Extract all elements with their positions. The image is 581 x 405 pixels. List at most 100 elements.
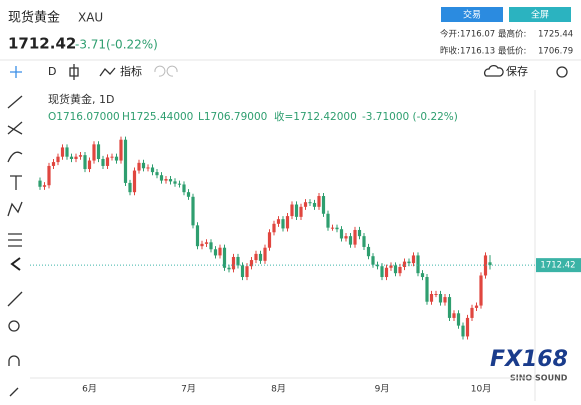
candle-body (267, 232, 272, 248)
legend-title: 现货黄金, 1D (48, 92, 114, 106)
candle-body (141, 162, 146, 169)
change: -3.71(-0.22%) (75, 38, 158, 52)
candle-body (177, 183, 182, 185)
candle-body (128, 182, 132, 193)
indicators[interactable]: 指标 (120, 64, 142, 78)
candle-body (213, 249, 218, 256)
fullscreen-button-label[interactable]: 全屏 (531, 9, 549, 21)
x-tick-label: 10月 (471, 384, 491, 395)
candle-body (209, 242, 213, 250)
candle-body (371, 256, 375, 265)
candle-body (470, 307, 474, 318)
candle-body (384, 267, 389, 278)
candle-body (146, 167, 150, 169)
stat-label: 昨收: (440, 46, 460, 57)
candle-body (425, 277, 429, 302)
candle-body (465, 317, 470, 337)
candle-body (362, 236, 366, 247)
last-price-box (536, 258, 581, 273)
candle-body (474, 305, 479, 308)
last-price-label: 1712.42 (540, 261, 575, 271)
candle-body (245, 266, 249, 278)
candle-body (294, 204, 299, 217)
candle-body (132, 170, 137, 193)
left-toolbar[interactable] (7, 66, 23, 397)
candle-body (231, 256, 236, 270)
candle-body (101, 159, 105, 166)
trade-button-label[interactable]: 交易 (463, 9, 481, 21)
candle-body (335, 227, 339, 230)
candle-body (236, 256, 240, 266)
candle-body (330, 227, 335, 229)
title: 现货黄金 (8, 10, 60, 26)
cloud-icon[interactable] (484, 64, 504, 77)
candle-body (218, 247, 222, 256)
candle-body (483, 255, 488, 276)
candle-body (456, 313, 461, 326)
candle-body (281, 219, 285, 229)
candle-icon[interactable] (69, 64, 79, 80)
candle-body (114, 156, 119, 161)
candle-body (191, 196, 195, 226)
candle-body (443, 297, 447, 303)
candle-body (258, 253, 263, 261)
indicator-icon[interactable] (99, 67, 116, 77)
ohlc-label: O1716.07000 (48, 111, 120, 123)
watermark-tagline: SINO SOUND (510, 374, 568, 383)
settings-icon[interactable] (556, 66, 568, 78)
candle-body (447, 297, 452, 318)
candle-body (429, 294, 434, 302)
candle-body (42, 185, 47, 187)
candle-body (240, 265, 245, 278)
candle-body (69, 156, 74, 159)
candle-body (389, 265, 393, 268)
candle-body (317, 196, 321, 207)
candle-body (348, 236, 353, 245)
candle-body (380, 266, 384, 278)
candle-body (87, 160, 92, 170)
save[interactable]: 保存 (506, 64, 528, 78)
candle-body (299, 206, 303, 217)
fullscreen-button[interactable] (509, 7, 571, 22)
stat-label: 最低价: (498, 46, 526, 57)
candle-body (407, 261, 411, 264)
x-tick-label: 8月 (271, 384, 286, 395)
undo-redo[interactable] (154, 65, 178, 77)
candle-body (488, 262, 492, 266)
candle-body (78, 155, 83, 157)
stat-label: 最高价: (498, 29, 526, 40)
ohlc-label: 收=1712.42000 (274, 110, 357, 123)
interval[interactable]: D (48, 65, 56, 78)
candle-body (150, 167, 155, 173)
candle-body (366, 246, 371, 257)
candle-body (290, 204, 294, 217)
candle-body (461, 325, 465, 337)
candle-body (393, 265, 398, 274)
candle-body (105, 157, 110, 166)
candle-body (38, 180, 42, 187)
candle-body (285, 216, 290, 229)
candle-body (398, 267, 402, 274)
candle-body (227, 267, 231, 270)
candle-body (204, 242, 209, 244)
trade-button[interactable] (441, 7, 503, 22)
candle-body (168, 179, 173, 182)
candle-body (339, 229, 344, 239)
candle-body (326, 213, 330, 228)
x-tick-label: 7月 (181, 384, 196, 395)
candle-body (182, 184, 186, 193)
ohlc-label: H1725.44000 (122, 111, 193, 123)
candle-body (254, 253, 258, 261)
candle-body (155, 172, 159, 176)
candle-body (452, 313, 456, 318)
stat-value: 1725.44 (538, 30, 573, 40)
candle-body (249, 260, 254, 267)
candle-body (119, 139, 123, 161)
candle-body (479, 275, 483, 306)
candle-body (434, 294, 438, 295)
candle-body (56, 156, 60, 163)
candle-body (411, 255, 416, 264)
candle-body (159, 175, 164, 181)
candle-body (195, 225, 200, 247)
